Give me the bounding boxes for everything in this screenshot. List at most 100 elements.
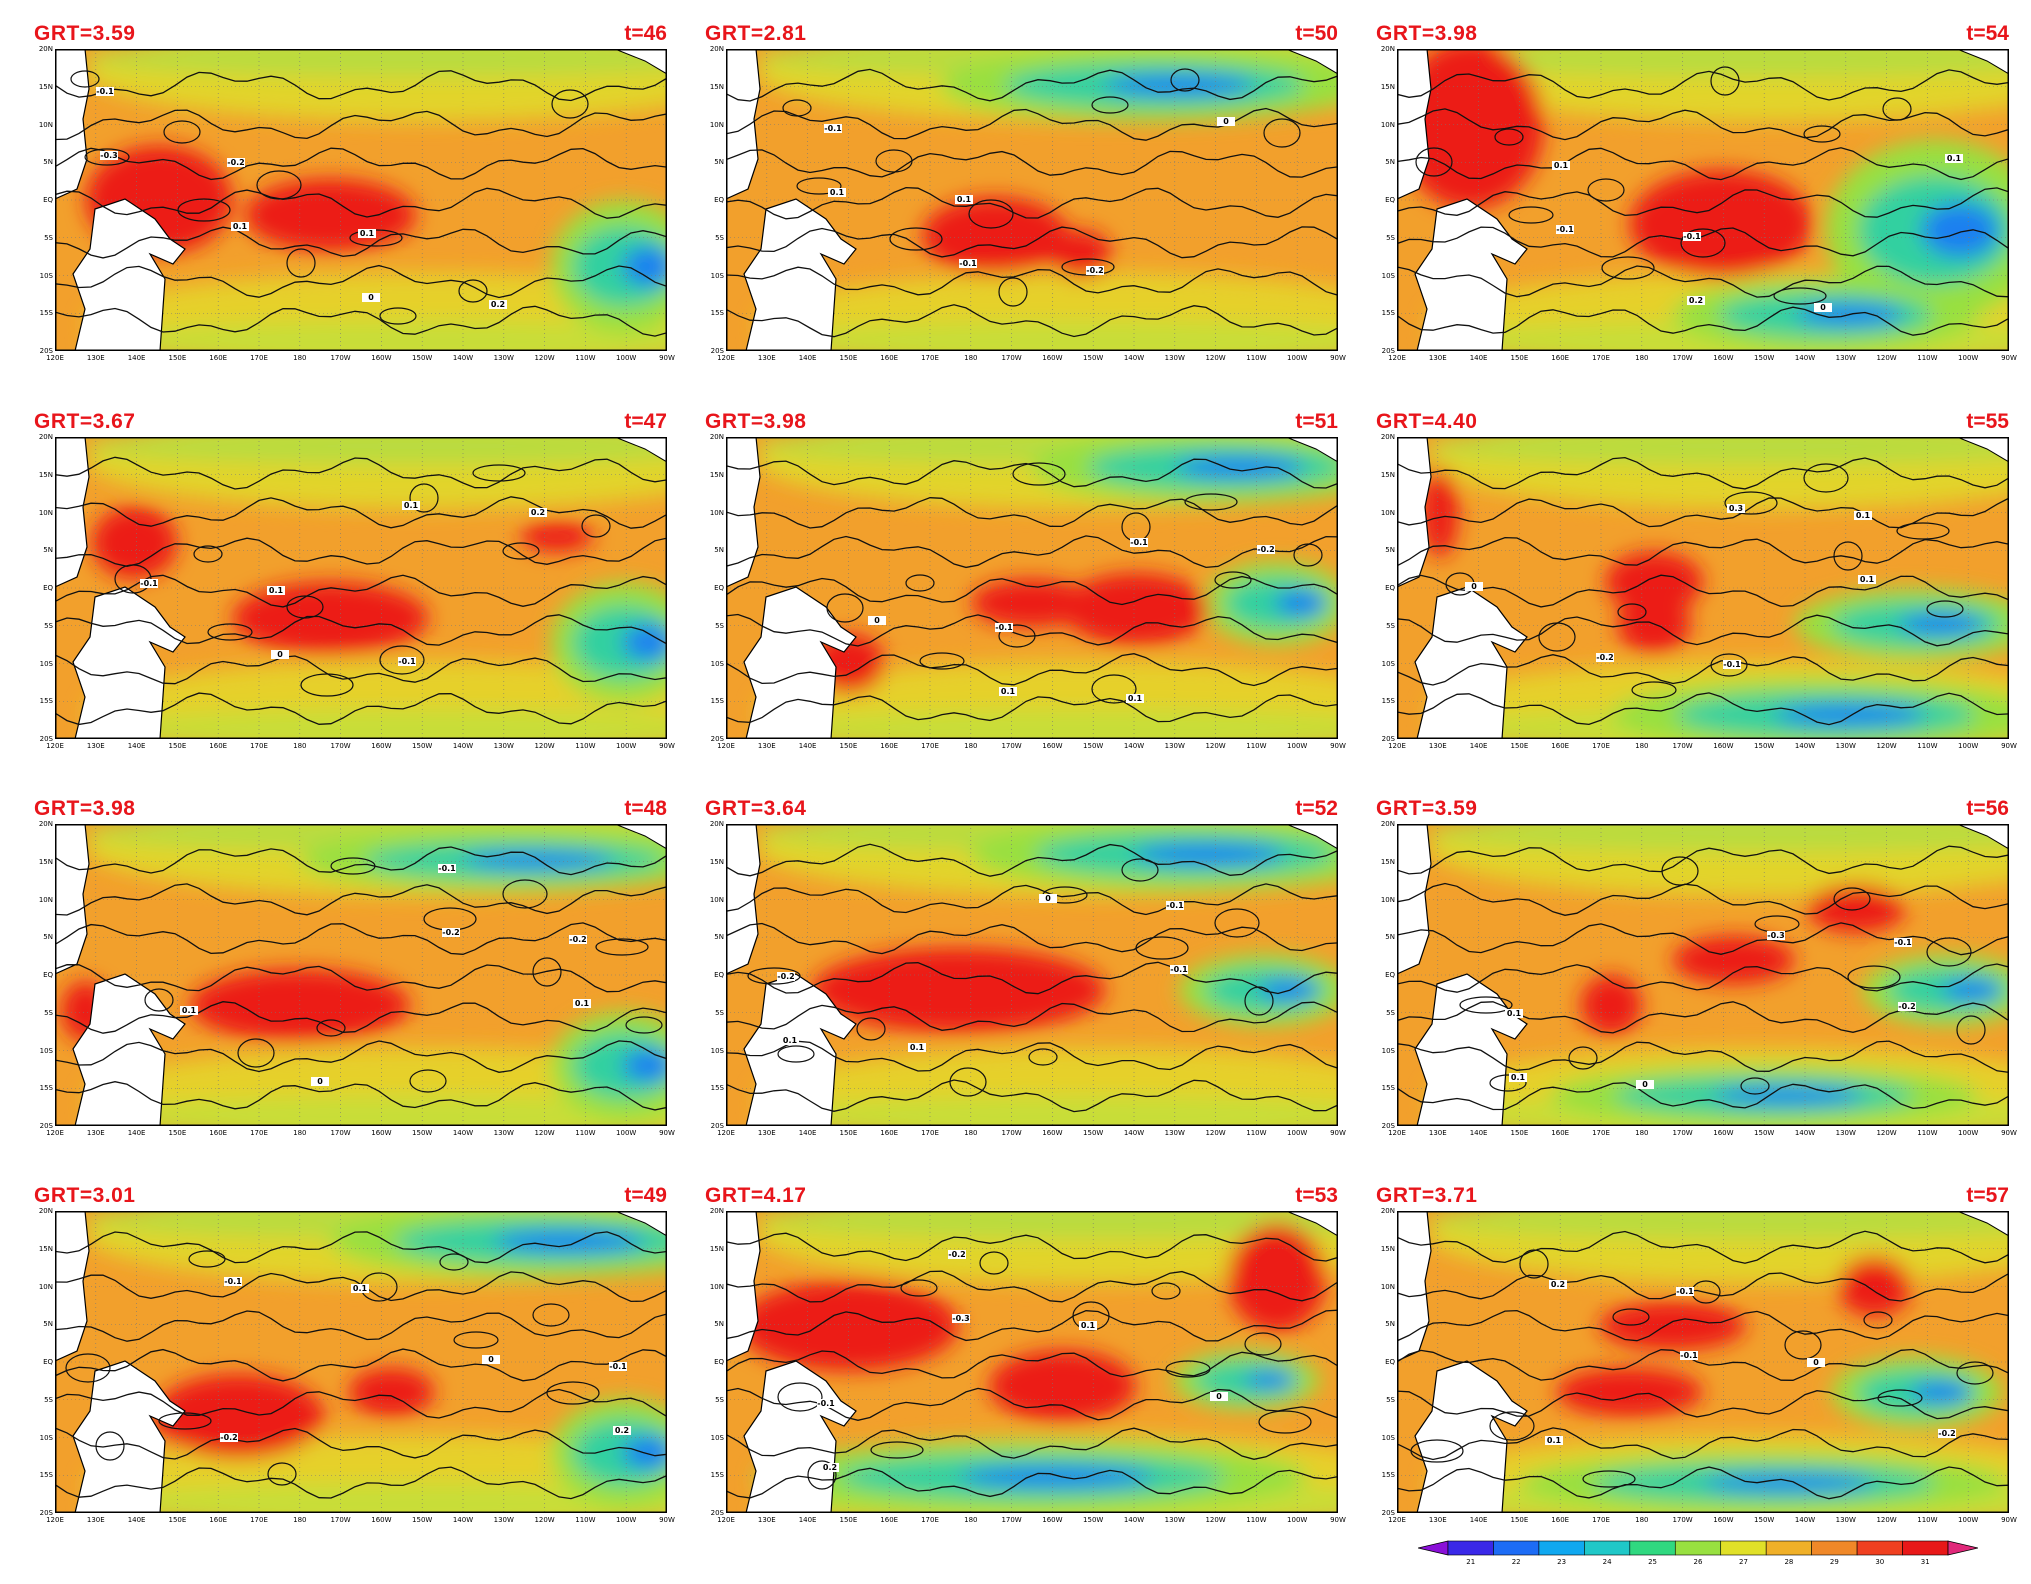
colorbar-segment xyxy=(1811,1540,1858,1556)
x-tick-label: 150E xyxy=(839,742,858,750)
sst-field xyxy=(726,437,1338,739)
contour-label-box xyxy=(1509,1073,1527,1082)
land-americas xyxy=(614,49,667,75)
sst-bands xyxy=(1427,824,2009,1126)
contour-label: -0.1 xyxy=(1676,1287,1694,1296)
land-americas xyxy=(1956,437,2009,463)
colorbar-tick-label: 23 xyxy=(1557,1558,1567,1566)
contour-line xyxy=(55,1466,667,1500)
x-tick-label: 160E xyxy=(209,1129,228,1137)
x-tick-label: 160W xyxy=(1713,1516,1734,1524)
sst-cool-core xyxy=(572,606,667,679)
contour-line xyxy=(1397,1040,2009,1074)
x-tick-label: 140W xyxy=(452,1129,474,1137)
x-tick-label: 120E xyxy=(46,742,64,750)
x-tick-label: 120W xyxy=(1205,1129,1226,1137)
x-tick-label: 170E xyxy=(250,1516,268,1524)
x-tick-label: 120E xyxy=(717,1129,735,1137)
contour-line xyxy=(55,1231,667,1264)
x-tick-label: 150E xyxy=(839,354,858,362)
contour-label-box xyxy=(1945,154,1963,163)
x-tick-label: 160W xyxy=(1042,1129,1063,1137)
x-tick-label: 110W xyxy=(1917,354,1938,362)
contour-label-box xyxy=(227,158,245,167)
contour-loop xyxy=(1214,908,1260,938)
x-tick-label: 180 xyxy=(964,1516,978,1524)
y-tick-label: EQ xyxy=(1385,584,1395,592)
x-tick-label: 130E xyxy=(86,354,105,362)
contour-loop xyxy=(532,1303,570,1327)
land-new-guinea xyxy=(72,1360,186,1513)
contour-label: -0.2 xyxy=(1596,653,1614,662)
colorbar-segment xyxy=(1538,1540,1585,1556)
contour-line xyxy=(726,1427,1338,1460)
contour-label-box xyxy=(609,1362,627,1371)
contour-label-box xyxy=(267,586,285,595)
contour-line xyxy=(55,305,667,337)
x-tick-label: 130E xyxy=(757,1516,776,1524)
y-tick-label: 5S xyxy=(715,233,724,242)
contour-loop xyxy=(1877,1389,1923,1407)
x-tick-label: 120E xyxy=(46,1516,64,1524)
time-label: t=48 xyxy=(624,797,667,820)
land-philippines xyxy=(726,49,761,200)
y-tick-label: 20S xyxy=(1381,347,1395,355)
contour-line xyxy=(1397,845,2009,875)
contour-label-box xyxy=(959,259,977,268)
contour-loop xyxy=(1617,603,1647,621)
y-tick-label: 15S xyxy=(1381,697,1395,706)
contour-loop xyxy=(207,623,253,641)
sst-map: 0.1 -0.1 0 -0.2 0.2 -0.1 xyxy=(1397,1211,2009,1513)
sst-warm-region xyxy=(244,178,417,252)
time-label: t=54 xyxy=(1966,22,2009,45)
contour-loop xyxy=(807,1460,837,1490)
contour-label: 0.2 xyxy=(531,508,545,517)
x-tick-label: 150W xyxy=(412,742,433,750)
contour-loop xyxy=(1680,228,1726,258)
y-tick-label: 10N xyxy=(1380,120,1395,129)
x-tick-label: 90W xyxy=(2001,354,2017,362)
contour-label: 0 xyxy=(1471,582,1477,591)
contour-line xyxy=(726,149,1338,178)
contour-loop xyxy=(1784,1330,1822,1360)
contour-line xyxy=(1397,882,2009,916)
contour-label: 0.1 xyxy=(1547,1436,1562,1445)
y-tick-label: 15N xyxy=(38,857,53,866)
x-tick-label: 170W xyxy=(1672,1129,1693,1137)
sst-cold-core xyxy=(1703,1473,1875,1492)
y-tick-label: 10S xyxy=(39,659,53,668)
x-tick-label: 120W xyxy=(534,742,555,750)
colorbar-segment xyxy=(1447,1540,1494,1556)
x-tick-label: 180 xyxy=(1635,742,1649,750)
sst-band xyxy=(756,1095,1338,1126)
colorbar-segment xyxy=(1584,1540,1631,1556)
y-tick-label: 15S xyxy=(1381,1471,1395,1480)
map-frame xyxy=(55,49,667,351)
y-tick-label: 15N xyxy=(38,470,53,479)
map-frame xyxy=(726,1211,1338,1513)
contour-loop xyxy=(409,1069,447,1093)
y-tick-label: 10N xyxy=(38,508,53,517)
y-tick-label: 5N xyxy=(43,546,53,555)
contour-label-box xyxy=(1676,1287,1694,1296)
x-tick-label: 160W xyxy=(371,1129,392,1137)
sst-warm-region xyxy=(1556,1368,1703,1417)
y-tick-label: EQ xyxy=(714,1358,724,1366)
contour-loop xyxy=(300,673,354,697)
contour-line xyxy=(726,575,1338,606)
x-tick-label: 160E xyxy=(880,1516,899,1524)
contour-loop xyxy=(1661,856,1699,886)
contour-line xyxy=(1397,1309,2009,1342)
y-tick-label: EQ xyxy=(43,584,53,592)
time-label: t=55 xyxy=(1966,410,2009,433)
x-tick-label: 130E xyxy=(1428,742,1447,750)
contour-loop xyxy=(188,1250,226,1268)
y-tick-label: 10S xyxy=(710,1046,724,1055)
contour-label: -0.1 xyxy=(438,864,456,873)
y-tick-label: 5S xyxy=(715,1008,724,1017)
contour-loop xyxy=(1494,128,1524,146)
sst-band xyxy=(1427,49,2009,77)
y-tick-label: 20N xyxy=(709,1207,724,1215)
sst-band xyxy=(756,1211,1338,1239)
contour-label: -0.3 xyxy=(952,1314,970,1323)
